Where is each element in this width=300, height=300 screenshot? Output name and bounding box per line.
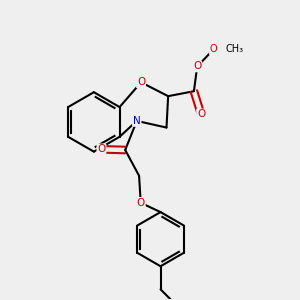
Text: O: O (197, 109, 205, 119)
Text: N: N (133, 116, 141, 126)
Text: O: O (193, 61, 201, 71)
Text: O: O (137, 77, 145, 87)
Text: O: O (136, 198, 145, 208)
Text: CH₃: CH₃ (225, 44, 243, 54)
Text: O: O (210, 44, 218, 54)
Text: O: O (97, 144, 106, 154)
